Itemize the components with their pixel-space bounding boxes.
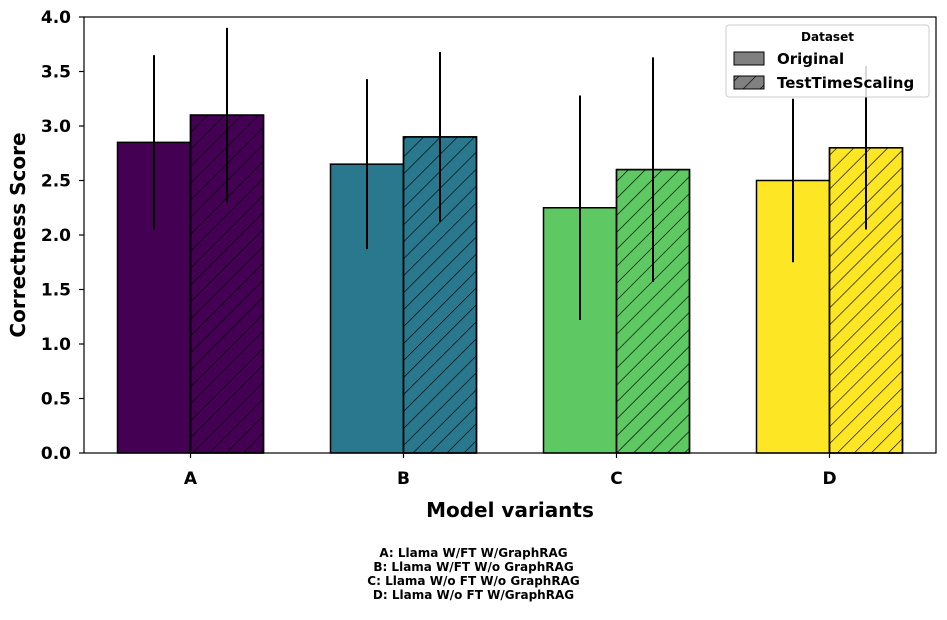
legend-swatch-Original [733,51,765,66]
x-tick-label-A: A [184,469,198,489]
x-tick-label-B: B [397,469,410,489]
y-tick-label: 3.5 [41,63,71,83]
caption-line-d: D: Llama W/o FT W/GraphRAG [372,588,575,602]
legend-label-TestTimeScaling: TestTimeScaling [777,74,914,92]
x-tick-label-C: C [610,469,622,489]
legend-label-Original: Original [777,50,844,68]
y-tick-label: 1.0 [41,335,71,355]
legend-title: Dataset [801,30,854,44]
legend-box [725,24,930,98]
y-tick-label: 3.0 [41,117,71,137]
y-tick-label: 1.5 [41,281,71,301]
caption-line-a: A: Llama W/FT W/GraphRAG [379,546,568,560]
y-tick-label: 2.0 [41,226,71,246]
caption-line-c: C: Llama W/o FT W/o GraphRAG [367,574,580,588]
y-tick-label: 0.0 [41,444,71,464]
y-tick-label: 4.0 [41,8,71,28]
caption-line-b: B: Llama W/FT W/o GraphRAG [373,560,574,574]
x-tick-label-D: D [822,469,836,489]
y-axis-label: Correctness Score [6,132,30,337]
x-axis-label: Model variants [426,498,594,522]
y-tick-label: 2.5 [41,172,71,192]
y-tick-label: 0.5 [41,390,71,410]
legend-swatch-hatch [733,75,765,90]
